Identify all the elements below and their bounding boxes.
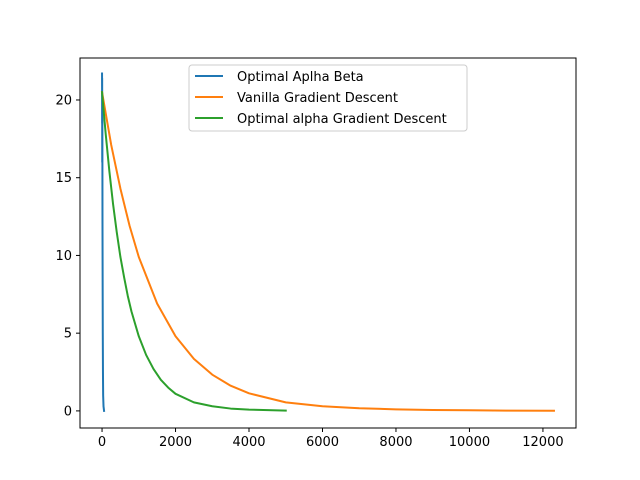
legend: Optimal Aplha Beta Vanilla Gradient Desce… [188, 64, 468, 132]
x-tick-label: 10000 [449, 435, 490, 450]
y-axis: 0 5 10 15 20 [55, 93, 80, 419]
series-line-0 [101, 72, 106, 413]
x-tick-label: 8000 [379, 435, 412, 450]
x-tick-label: 4000 [232, 435, 265, 450]
x-tick-label: 6000 [306, 435, 339, 450]
series-layer [100, 72, 555, 413]
x-tick-label: 2000 [159, 435, 192, 450]
y-tick-label: 0 [64, 404, 72, 419]
x-axis: 0 2000 4000 6000 8000 10000 12000 [98, 428, 564, 450]
series-line-1 [100, 91, 555, 412]
legend-label-0: Optimal Aplha Beta [237, 70, 364, 85]
legend-label-1: Vanilla Gradient Descent [237, 91, 398, 106]
y-tick-label: 5 [64, 327, 72, 342]
y-tick-label: 10 [55, 249, 72, 264]
y-tick-label: 20 [55, 93, 72, 108]
plot-frame [79, 57, 577, 429]
legend-box [188, 64, 468, 132]
series-line-2 [100, 91, 287, 412]
x-tick-label: 12000 [522, 435, 563, 450]
x-tick-label: 0 [98, 435, 106, 450]
legend-label-2: Optimal alpha Gradient Descent [237, 112, 447, 127]
y-tick-label: 15 [55, 171, 72, 186]
